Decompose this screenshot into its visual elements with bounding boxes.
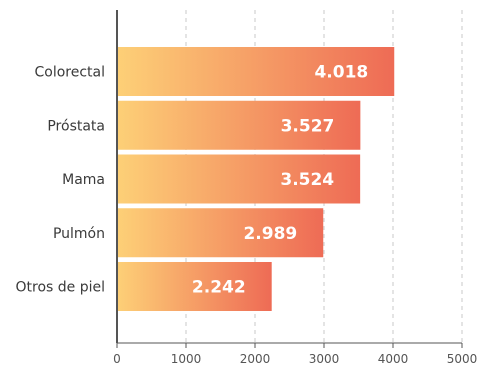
category-label: Pulmón bbox=[53, 226, 105, 242]
bars bbox=[117, 47, 394, 311]
category-label: Próstata bbox=[47, 118, 105, 134]
x-tick-label: 5000 bbox=[447, 352, 478, 366]
data-label: 2.242 bbox=[192, 278, 246, 298]
x-tick-label: 1000 bbox=[171, 352, 202, 366]
data-label: 2.989 bbox=[243, 224, 297, 244]
category-label: Otros de piel bbox=[16, 280, 106, 296]
data-label: 4.018 bbox=[314, 63, 368, 83]
x-tick-label: 4000 bbox=[378, 352, 409, 366]
category-label: Mama bbox=[62, 172, 105, 188]
x-tick-label: 2000 bbox=[240, 352, 271, 366]
data-label: 3.527 bbox=[281, 116, 335, 136]
x-tick-label: 3000 bbox=[309, 352, 340, 366]
x-tick-label: 0 bbox=[113, 352, 121, 366]
category-label: Colorectal bbox=[34, 65, 105, 81]
data-label: 3.524 bbox=[280, 170, 334, 190]
